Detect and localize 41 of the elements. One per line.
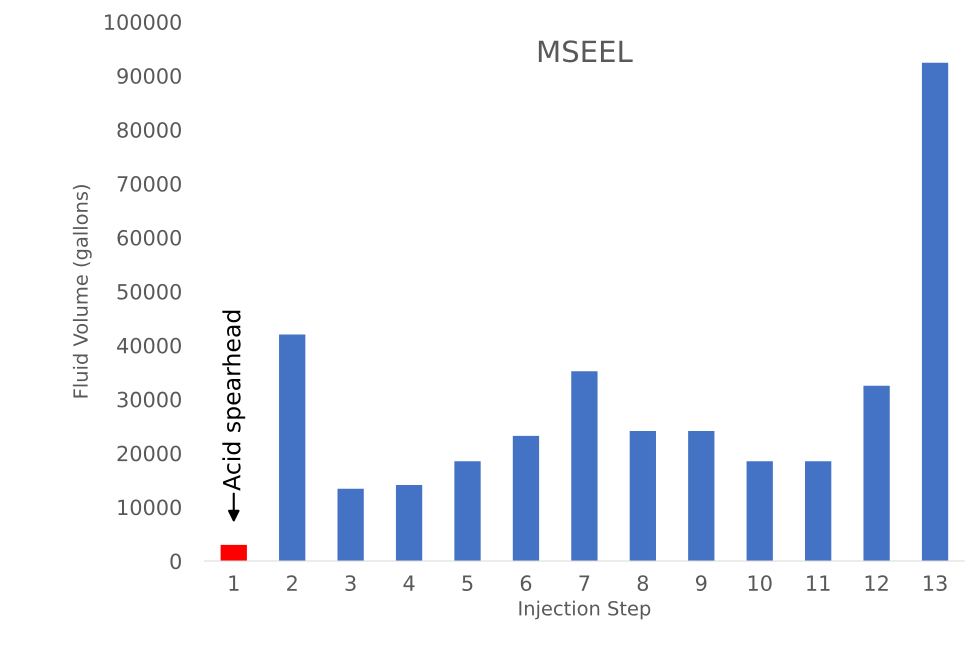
bar	[863, 386, 890, 561]
x-tick-label: 3	[346, 575, 356, 592]
bar	[396, 484, 422, 561]
y-axis-title: Fluid Volume (gallons)	[72, 185, 92, 398]
bar	[454, 461, 481, 561]
x-tick-label: 12	[866, 575, 888, 591]
x-tick-label: 13	[924, 575, 947, 592]
y-tick-label: 40000	[117, 338, 181, 354]
x-tick-label: 9	[696, 575, 706, 592]
x-tick-label: 6	[520, 575, 532, 592]
x-tick-label: 2	[287, 575, 297, 591]
y-tick-label: 20000	[118, 446, 181, 462]
y-tick-label: 70000	[118, 176, 181, 192]
x-tick-label: 7	[579, 576, 590, 591]
x-tick-label: 11	[807, 576, 830, 591]
y-tick-label: 90000	[117, 68, 181, 84]
x-tick-label: 8	[638, 575, 648, 592]
x-axis-title: Injection Step	[519, 600, 650, 620]
bar	[512, 436, 540, 561]
y-tick-label: 10000	[118, 500, 181, 516]
bar	[279, 334, 306, 561]
y-tick-label: 50000	[118, 284, 181, 300]
bar	[220, 544, 247, 561]
bar	[688, 431, 714, 561]
bar	[337, 488, 364, 561]
y-tick-label: 30000	[118, 392, 181, 408]
x-tick-label: 1	[229, 576, 238, 591]
x-tick-label: 4	[403, 576, 415, 591]
bar	[571, 371, 598, 561]
bar	[630, 431, 656, 561]
x-tick-label: 5	[462, 576, 472, 592]
x-tick-label: 10	[748, 575, 772, 592]
y-tick-label: 0	[170, 553, 181, 570]
y-tick-label: 100000	[105, 14, 181, 30]
y-tick-label: 80000	[117, 122, 181, 138]
y-tick-label: 60000	[117, 230, 181, 246]
bar	[922, 62, 948, 561]
bar	[805, 461, 832, 561]
text: MSEEL	[538, 40, 633, 62]
bar	[746, 461, 773, 561]
annotation: Acid spearhead	[222, 310, 246, 491]
